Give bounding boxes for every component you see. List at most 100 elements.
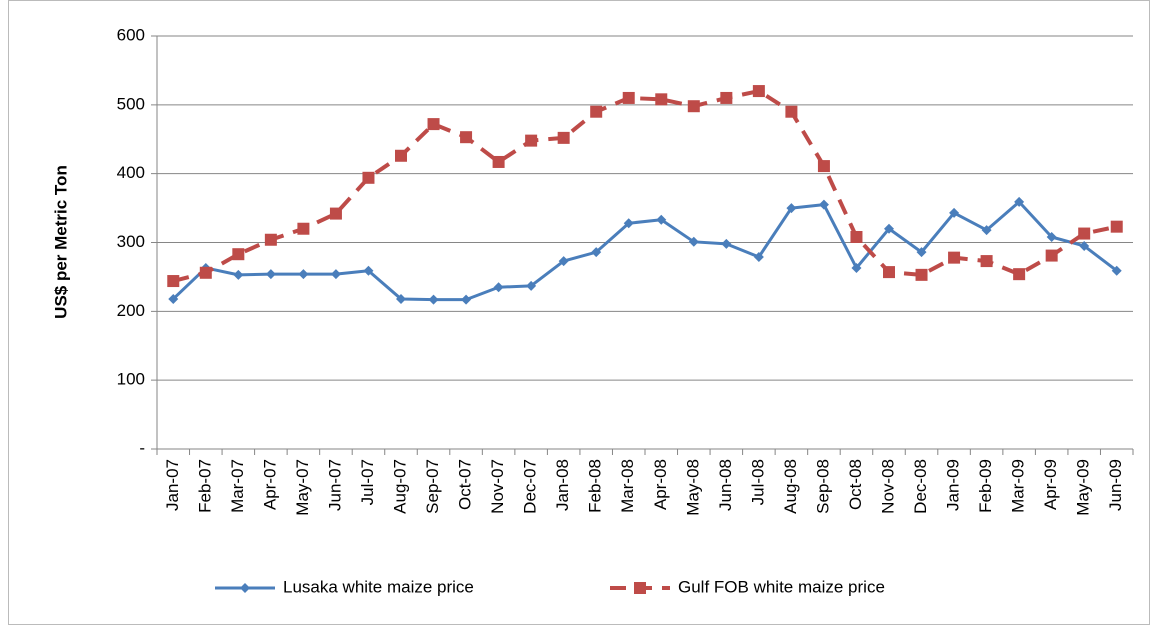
marker [265,269,276,280]
marker [590,105,603,118]
x-tick-label: Aug-07 [390,459,409,514]
marker [232,248,245,261]
marker [233,269,244,280]
legend-label: Gulf FOB white maize price [678,577,885,596]
marker [297,222,310,235]
x-tick-label: Apr-08 [651,459,670,510]
marker [1079,240,1090,251]
x-tick-label: Jun-09 [1106,459,1125,511]
marker [980,255,993,268]
x-tick-label: Oct-08 [846,459,865,510]
marker [915,268,928,281]
marker [168,293,179,304]
marker [395,149,407,162]
marker [525,134,538,147]
marker [753,251,764,262]
x-tick-label: Mar-09 [1009,459,1028,513]
x-tick-label: Sep-07 [423,459,442,514]
x-tick-label: Dec-08 [911,459,930,514]
marker [688,236,699,247]
series-line [172,200,1118,302]
x-tick-label: Apr-09 [1041,459,1060,510]
marker [461,294,472,305]
legend-marker [240,583,250,593]
marker [949,207,960,218]
marker [526,280,537,291]
x-tick-label: Aug-08 [781,459,800,514]
marker [656,214,667,225]
x-tick-label: Jan-07 [163,459,182,511]
marker [884,223,894,234]
marker [1111,265,1122,276]
marker [591,247,602,258]
marker [396,293,406,304]
marker [948,251,961,264]
marker [492,155,505,168]
marker [752,85,765,98]
marker [785,105,798,118]
x-tick-label: Mar-08 [618,459,637,513]
y-tick-label: 300 [117,232,145,251]
x-tick-label: Dec-07 [521,459,540,514]
y-tick-label: 500 [117,94,145,113]
marker [1013,268,1026,281]
x-tick-label: Jul-07 [358,459,377,505]
x-tick-label: Jun-08 [716,459,735,511]
x-tick-label: Oct-07 [456,459,475,510]
marker [622,91,635,104]
marker [1046,231,1057,242]
marker [883,266,895,279]
marker [493,282,504,293]
x-tick-label: Feb-08 [586,459,605,513]
x-tick-label: Sep-08 [813,459,832,514]
marker [786,203,797,214]
marker [1110,220,1123,233]
marker [460,131,473,144]
x-tick-label: Jan-08 [553,459,572,511]
marker [558,256,569,267]
marker [1045,249,1058,262]
marker [817,160,830,173]
legend-marker [634,582,646,594]
marker [623,218,634,229]
marker [557,131,570,144]
marker [428,294,439,305]
y-tick-label: 200 [117,301,145,320]
marker [330,269,341,280]
marker [687,100,700,113]
marker [1014,196,1025,207]
x-tick-label: Nov-07 [488,459,507,514]
y-axis-label: US$ per Metric Ton [51,165,70,319]
y-tick-label: 100 [117,370,145,389]
marker [362,171,375,184]
x-tick-label: May-07 [293,459,312,516]
marker [1078,227,1091,240]
x-tick-label: Jul-08 [748,459,767,505]
marker [916,247,927,258]
chart-border [8,0,1150,625]
y-tick-label: 600 [117,25,145,44]
x-tick-label: Feb-09 [976,459,995,513]
marker [981,225,992,236]
x-tick-label: Nov-08 [878,459,897,514]
x-tick-label: May-08 [683,459,702,516]
x-tick-label: Jun-07 [325,459,344,511]
x-tick-label: Jan-09 [944,459,963,511]
marker [655,93,668,106]
x-tick-label: Mar-07 [228,459,247,513]
marker [427,118,440,131]
marker [199,266,212,279]
legend-label: Lusaka white maize price [283,577,474,596]
marker [363,265,374,276]
marker [264,233,277,246]
marker [329,207,342,220]
marker [851,262,862,273]
marker [721,238,732,249]
x-tick-label: May-09 [1074,459,1093,516]
x-tick-label: Apr-07 [260,459,279,510]
y-tick-label: - [139,438,145,457]
marker [720,91,733,104]
marker [167,275,180,288]
marker [850,230,863,243]
